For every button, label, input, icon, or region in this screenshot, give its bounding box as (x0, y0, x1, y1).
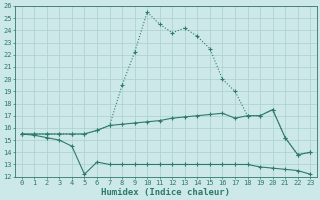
X-axis label: Humidex (Indice chaleur): Humidex (Indice chaleur) (101, 188, 230, 197)
